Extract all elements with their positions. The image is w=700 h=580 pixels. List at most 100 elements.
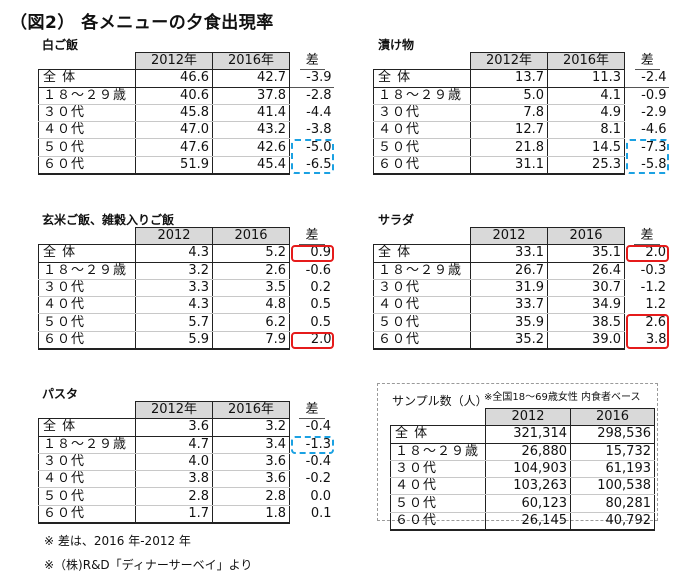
row-label: ５０代 bbox=[373, 138, 471, 157]
value-2016: 35.1 bbox=[547, 244, 625, 263]
value-2016: 4.9 bbox=[547, 104, 625, 123]
value-2016: 1.8 bbox=[212, 505, 290, 524]
table-row: 全 体 3.6 3.2 -0.4 bbox=[38, 418, 334, 437]
sample-2012: 103,263 bbox=[485, 477, 571, 496]
value-2016: 41.4 bbox=[212, 104, 290, 123]
value-2016: 34.9 bbox=[547, 296, 625, 315]
value-2012: 47.6 bbox=[135, 138, 213, 157]
header-blank bbox=[390, 408, 486, 427]
value-2016: 2.8 bbox=[212, 487, 290, 506]
pasta-heading: パスタ bbox=[42, 387, 79, 401]
sample-2012: 60,123 bbox=[485, 494, 571, 513]
value-diff: -0.3 bbox=[640, 262, 666, 278]
header-2016: 2016年 bbox=[212, 51, 290, 71]
value-2012: 3.6 bbox=[135, 418, 213, 437]
value-diff: 0.0 bbox=[310, 488, 331, 504]
salad-table: 2012 2016 差全 体 33.1 35.1 2.0 １８～２９歳 26.7 26.4 -0.… bbox=[373, 226, 669, 350]
value-diff: -0.4 bbox=[305, 419, 331, 435]
value-2016: 11.3 bbox=[547, 69, 625, 88]
header-diff: 差 bbox=[290, 228, 334, 245]
table-row: １８～２９歳 26.7 26.4 -0.3 bbox=[373, 262, 669, 280]
sample-2016: 298,536 bbox=[570, 425, 655, 444]
value-2016: 42.6 bbox=[212, 138, 290, 157]
value-2016: 38.5 bbox=[547, 313, 625, 332]
row-label: ４０代 bbox=[390, 477, 486, 496]
table-row: ３０代 4.0 3.6 -0.4 bbox=[38, 453, 334, 472]
value-2012: 21.8 bbox=[470, 138, 548, 157]
table-row: ５０代 2.8 2.8 0.0 bbox=[38, 487, 334, 506]
value-diff: 0.1 bbox=[310, 506, 332, 522]
header-2016: 2016年 bbox=[212, 400, 290, 420]
row-label: ４０代 bbox=[38, 296, 136, 315]
value-2016: 42.7 bbox=[212, 69, 290, 88]
table-row: ６０代 35.2 39.0 3.8 bbox=[373, 331, 669, 350]
row-label: 全 体 bbox=[373, 244, 471, 263]
value-2016: 4.8 bbox=[212, 296, 290, 315]
row-label: ６０代 bbox=[373, 331, 471, 350]
header-blank bbox=[38, 227, 136, 246]
table-row: ３０代 7.8 4.9 -2.9 bbox=[373, 104, 669, 123]
table-row: ６０代 1.7 1.8 0.1 bbox=[38, 505, 334, 524]
value-diff: -5.0 bbox=[306, 139, 332, 155]
value-2012: 46.6 bbox=[135, 69, 213, 88]
row-label: ３０代 bbox=[38, 104, 136, 123]
header-diff: 差 bbox=[625, 53, 669, 70]
row-label: 全 体 bbox=[38, 418, 136, 437]
table-row: ５０代 35.9 38.5 2.6 bbox=[373, 313, 669, 332]
header-2016: 2016 bbox=[547, 226, 625, 246]
figure-title: （図2） 各メニューの夕食出現率 bbox=[10, 13, 274, 33]
row-label: 全 体 bbox=[373, 69, 471, 88]
pickles-heading: 漬け物 bbox=[378, 38, 415, 52]
value-diff: 0.2 bbox=[310, 280, 331, 296]
diff-label: 差 bbox=[634, 228, 660, 245]
value-diff: -2.4 bbox=[624, 69, 669, 88]
row-label: ５０代 bbox=[38, 138, 136, 157]
table-row: ３０代 45.8 41.4 -4.4 bbox=[38, 104, 334, 123]
row-label: ６０代 bbox=[373, 156, 471, 175]
value-diff: -3.9 bbox=[289, 69, 334, 88]
row-label: ６０代 bbox=[390, 512, 486, 531]
value-2016: 8.1 bbox=[547, 121, 625, 140]
table-row: ４０代 3.8 3.6 -0.2 bbox=[38, 470, 334, 489]
table-row: １８～２９歳 40.6 37.8 -2.8 bbox=[38, 87, 334, 105]
pasta-table: 2012年 2016年差全 体 3.6 3.2 -0.4 １８～２９歳 4.7 3.4 -1.3… bbox=[38, 400, 334, 524]
row-label: 全 体 bbox=[38, 69, 136, 88]
value-diff: 1.2 bbox=[645, 297, 666, 313]
value-diff: -0.4 bbox=[305, 454, 331, 470]
header-diff: 差 bbox=[625, 228, 669, 245]
value-diff: -7.3 bbox=[641, 139, 667, 155]
row-label: ４０代 bbox=[38, 121, 136, 140]
value-2012: 33.7 bbox=[470, 296, 548, 315]
sample-2016: 40,792 bbox=[570, 512, 655, 531]
value-2012: 2.8 bbox=[135, 487, 213, 506]
row-label: １８～２９歳 bbox=[373, 87, 471, 105]
table-row: ６０代 31.1 25.3 -5.8 bbox=[373, 156, 669, 175]
value-diff: -6.5 bbox=[306, 157, 332, 173]
value-2012: 3.8 bbox=[135, 470, 213, 489]
value-2012: 3.3 bbox=[135, 279, 213, 298]
row-label: ３０代 bbox=[390, 460, 486, 479]
value-2012: 5.9 bbox=[135, 331, 213, 350]
footnote-diff: ※ 差は、2016 年-2012 年 bbox=[44, 534, 191, 548]
table-row: 全 体 33.1 35.1 2.0 bbox=[373, 244, 669, 263]
value-2012: 4.0 bbox=[135, 453, 213, 472]
table-row: 全 体 13.7 11.3 -2.4 bbox=[373, 69, 669, 88]
white-rice-table: 2012年 2016年差全 体 46.6 42.7 -3.9 １８～２９歳 40.6 37.8… bbox=[38, 51, 334, 175]
sample-2012: 104,903 bbox=[485, 460, 571, 479]
table-row: １８～２９歳 5.0 4.1 -0.9 bbox=[373, 87, 669, 105]
header-row: 2012 2016 bbox=[390, 407, 655, 427]
table-row: ６０代 26,145 40,792 bbox=[390, 512, 655, 531]
table-row: ６０代 5.9 7.9 2.0 bbox=[38, 331, 334, 350]
table-row: １８～２９歳 4.7 3.4 -1.3 bbox=[38, 436, 334, 454]
row-label: ５０代 bbox=[373, 313, 471, 332]
table-row: ４０代 33.7 34.9 1.2 bbox=[373, 296, 669, 315]
header-blank bbox=[373, 52, 471, 71]
salad-heading: サラダ bbox=[378, 213, 415, 227]
header-row: 2012年 2016年差 bbox=[38, 51, 334, 71]
sample-size-heading: サンプル数（人） bbox=[392, 394, 488, 408]
table-row: １８～２９歳 26,880 15,732 bbox=[390, 443, 655, 461]
value-2012: 1.7 bbox=[135, 505, 213, 524]
row-label: ４０代 bbox=[38, 470, 136, 489]
value-2016: 3.2 bbox=[212, 418, 290, 437]
row-label: １８～２９歳 bbox=[38, 262, 136, 280]
